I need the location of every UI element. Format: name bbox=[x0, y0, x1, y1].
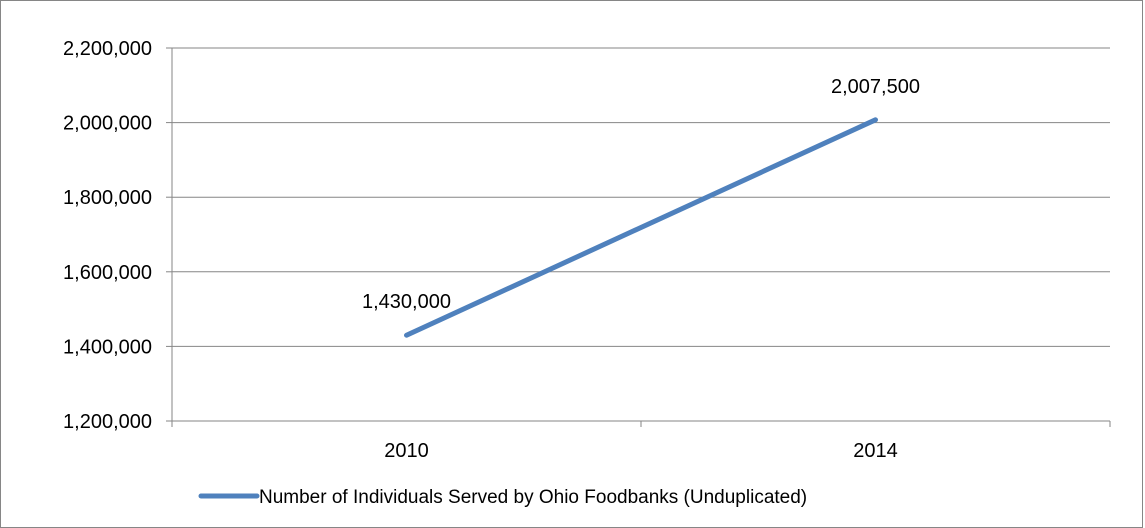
x-tick-label: 2010 bbox=[384, 440, 429, 462]
y-tick-label: 1,400,000 bbox=[63, 336, 152, 358]
data-label: 2,007,500 bbox=[831, 76, 920, 98]
y-tick-label: 1,800,000 bbox=[63, 187, 152, 209]
legend-label: Number of Individuals Served by Ohio Foo… bbox=[259, 487, 807, 508]
series-line bbox=[404, 117, 878, 338]
series-lines bbox=[404, 117, 878, 338]
data-label: 1,430,000 bbox=[362, 291, 451, 313]
data-labels: 1,430,000 2,007,500 bbox=[362, 76, 920, 313]
y-tick-label: 2,000,000 bbox=[63, 113, 152, 135]
y-axis-tick-labels: 1,200,000 1,400,000 1,600,000 1,800,000 2,00… bbox=[63, 38, 152, 433]
gridlines bbox=[172, 47, 1110, 347]
y-tick-label: 1,200,000 bbox=[63, 411, 152, 433]
y-tick-label: 1,600,000 bbox=[63, 262, 152, 284]
axes bbox=[166, 47, 1111, 427]
x-axis-tick-labels: 2010 2014 bbox=[384, 440, 898, 462]
y-tick-label: 2,200,000 bbox=[63, 38, 152, 60]
legend: Number of Individuals Served by Ohio Foo… bbox=[198, 487, 807, 508]
x-tick-label: 2014 bbox=[853, 440, 898, 462]
